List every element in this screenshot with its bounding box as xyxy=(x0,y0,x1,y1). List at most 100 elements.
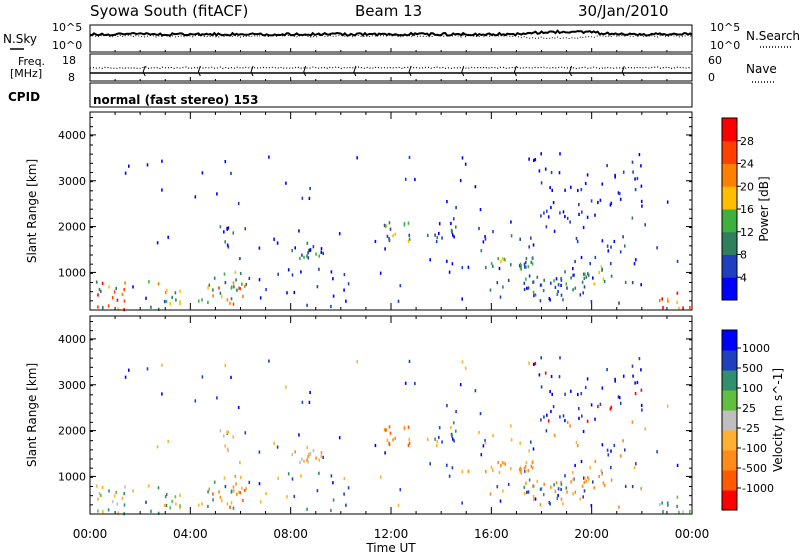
velocity-cell xyxy=(534,497,537,501)
velocity-cell xyxy=(490,465,493,470)
power-cell xyxy=(123,288,125,292)
power-cell xyxy=(384,224,387,228)
velocity-cell xyxy=(408,359,411,363)
power-cell xyxy=(489,288,492,292)
power-cell xyxy=(111,296,114,300)
velocity-cell xyxy=(244,431,247,435)
velocity-cell xyxy=(276,445,279,449)
power-cell xyxy=(562,210,565,214)
power-colorbar-tick-6: 28 xyxy=(740,135,754,148)
power-cell xyxy=(383,223,386,227)
velocity-cell xyxy=(220,499,223,503)
velocity-cell xyxy=(600,469,603,473)
power-cell xyxy=(330,270,333,274)
velocity-cell xyxy=(455,410,457,414)
power-cell xyxy=(662,306,664,310)
velocity-cell xyxy=(450,425,452,430)
velocity-cell xyxy=(689,510,691,514)
velocity-cell xyxy=(546,413,548,417)
velocity-colorbar-band-0 xyxy=(722,490,737,511)
power-cell xyxy=(388,221,391,225)
power-cell xyxy=(408,237,411,241)
velocity-cell xyxy=(538,373,541,377)
power-cell xyxy=(519,262,522,266)
velocity-cell xyxy=(107,508,110,512)
power-cell xyxy=(578,203,580,207)
power-cell xyxy=(315,252,317,256)
power-x-ticks xyxy=(89,112,693,310)
power-cell xyxy=(95,280,98,284)
velocity-cell xyxy=(570,480,572,484)
time-axis-label: Time UT xyxy=(365,541,416,554)
power-cell xyxy=(164,291,167,295)
power-cell xyxy=(532,290,535,294)
velocity-cell xyxy=(461,470,464,474)
velocity-cell xyxy=(581,484,584,488)
velocity-cell xyxy=(414,381,416,386)
power-cell xyxy=(530,260,533,264)
power-cell xyxy=(446,259,448,263)
velocity-cell xyxy=(622,374,625,378)
velocity-cell xyxy=(678,510,680,514)
power-cell xyxy=(397,299,400,303)
velocity-cell xyxy=(291,477,294,481)
velocity-cell xyxy=(218,490,220,494)
power-cell xyxy=(306,254,308,258)
power-cell xyxy=(219,291,222,295)
velocity-cell xyxy=(560,480,562,484)
power-cell xyxy=(484,237,487,241)
noise-right-tick-bottom: 10^0 xyxy=(710,39,740,52)
power-cell xyxy=(565,282,568,286)
velocity-cell xyxy=(303,459,305,463)
velocity-cell xyxy=(223,434,225,438)
velocity-cell xyxy=(564,474,566,478)
velocity-cell xyxy=(102,510,104,514)
velocity-cell xyxy=(216,396,218,400)
velocity-cell xyxy=(128,368,130,372)
date-title: 30/Jan/2010 xyxy=(578,2,669,20)
power-colorbar-tick-2: 12 xyxy=(740,226,754,239)
power-cell xyxy=(580,255,583,260)
velocity-cell xyxy=(230,501,233,505)
power-cell xyxy=(564,270,566,274)
time-tick-3: 12:00 xyxy=(374,527,409,541)
velocity-cell xyxy=(347,486,350,490)
velocity-cell xyxy=(619,401,622,405)
power-cell xyxy=(386,234,389,238)
power-colorbar-tick-5: 24 xyxy=(740,158,754,171)
power-cell xyxy=(578,212,580,216)
velocity-cell xyxy=(161,363,163,367)
velocity-cell xyxy=(540,356,542,360)
power-cell xyxy=(238,286,240,290)
power-cell xyxy=(450,221,452,226)
velocity-cell xyxy=(519,466,522,470)
power-cell xyxy=(622,170,625,174)
power-cell xyxy=(539,299,542,303)
power-cell xyxy=(632,170,634,174)
power-cell xyxy=(226,226,228,231)
velocity-cell xyxy=(407,443,410,447)
velocity-cell xyxy=(525,481,527,485)
velocity-cell xyxy=(332,498,335,502)
power-cell xyxy=(496,281,499,285)
velocity-cell xyxy=(602,481,605,485)
power-cell xyxy=(590,199,593,203)
velocity-cell xyxy=(232,485,235,489)
power-cell xyxy=(544,167,547,171)
power-cell xyxy=(312,245,315,249)
power-cell xyxy=(408,155,411,159)
velocity-cell xyxy=(459,383,462,387)
velocity-cell xyxy=(532,484,534,488)
power-cell xyxy=(165,288,168,292)
velocity-cell xyxy=(384,428,387,432)
power-cell xyxy=(530,236,532,240)
velocity-cell xyxy=(682,510,684,514)
velocity-cell xyxy=(97,509,99,513)
power-cell xyxy=(510,220,512,224)
velocity-cell xyxy=(489,492,492,496)
power-cell xyxy=(540,152,542,156)
power-cell xyxy=(569,220,571,224)
velocity-cell xyxy=(212,492,214,496)
power-cell xyxy=(243,284,246,288)
power-cell xyxy=(108,285,110,289)
